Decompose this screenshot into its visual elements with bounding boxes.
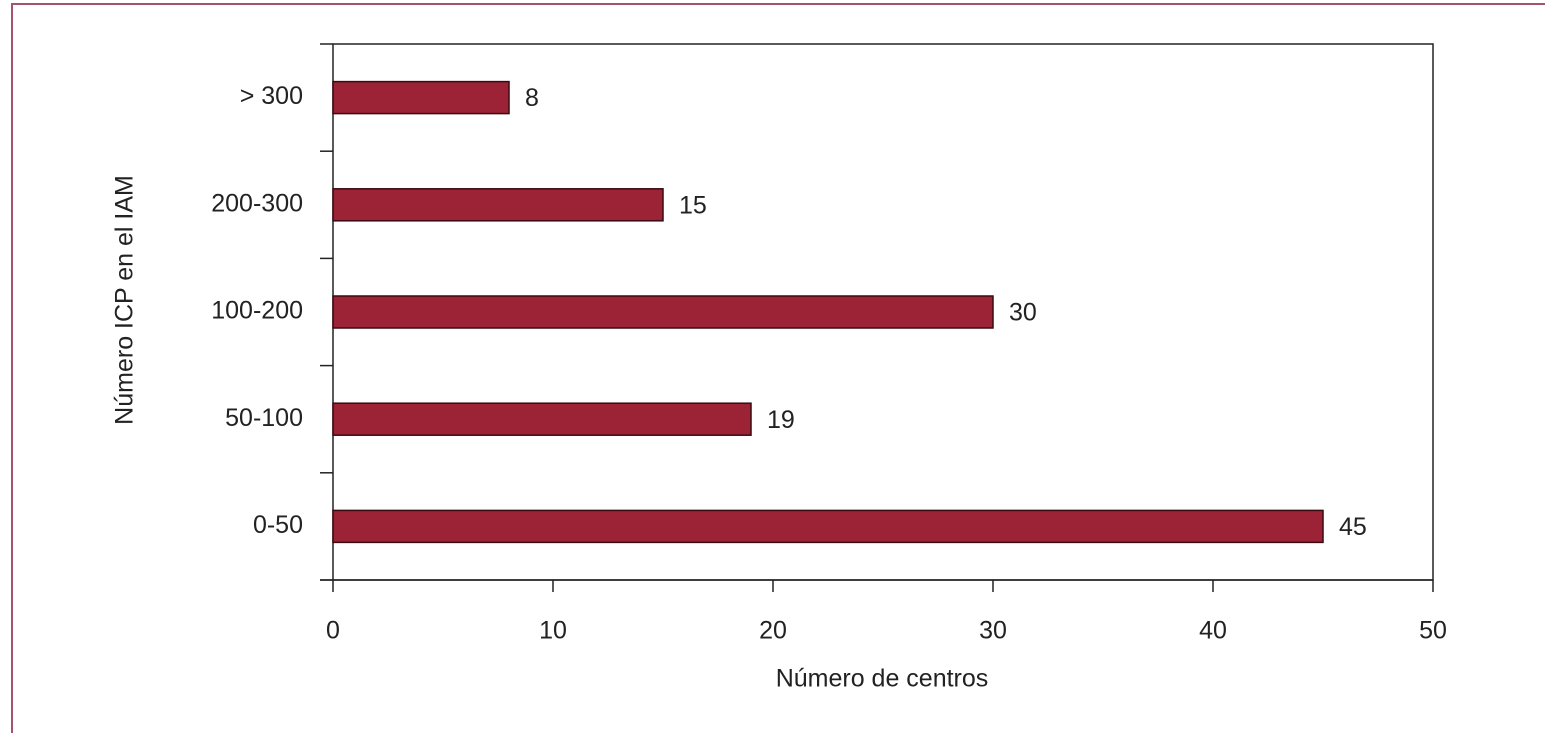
bar: [332, 509, 1324, 544]
x-tick-label: 20: [759, 617, 787, 645]
x-tick-label: 0: [326, 617, 340, 645]
x-axis-label: Número de centros: [776, 665, 989, 693]
bar: [332, 80, 510, 115]
x-tick-label: 50: [1419, 617, 1447, 645]
y-tick-label: 200-300: [211, 189, 303, 217]
value-label: 19: [767, 406, 795, 434]
value-label: 30: [1009, 299, 1037, 327]
y-tick-label: 100-200: [211, 297, 303, 325]
y-tick-label: 0-50: [253, 511, 303, 539]
bar: [332, 295, 994, 329]
y-axis-label: Número ICP en el IAM: [111, 175, 139, 425]
y-tick-label: > 300: [240, 82, 303, 110]
value-label: 45: [1339, 513, 1367, 541]
bar: [332, 188, 664, 222]
bar: [332, 402, 752, 436]
value-label: 8: [525, 84, 539, 112]
x-tick-label: 30: [979, 617, 1007, 645]
y-tick-label: 50-100: [225, 404, 303, 432]
x-tick-label: 10: [539, 617, 567, 645]
x-tick-label: 40: [1199, 617, 1227, 645]
frame: [11, 3, 1545, 733]
value-label: 15: [679, 191, 707, 219]
